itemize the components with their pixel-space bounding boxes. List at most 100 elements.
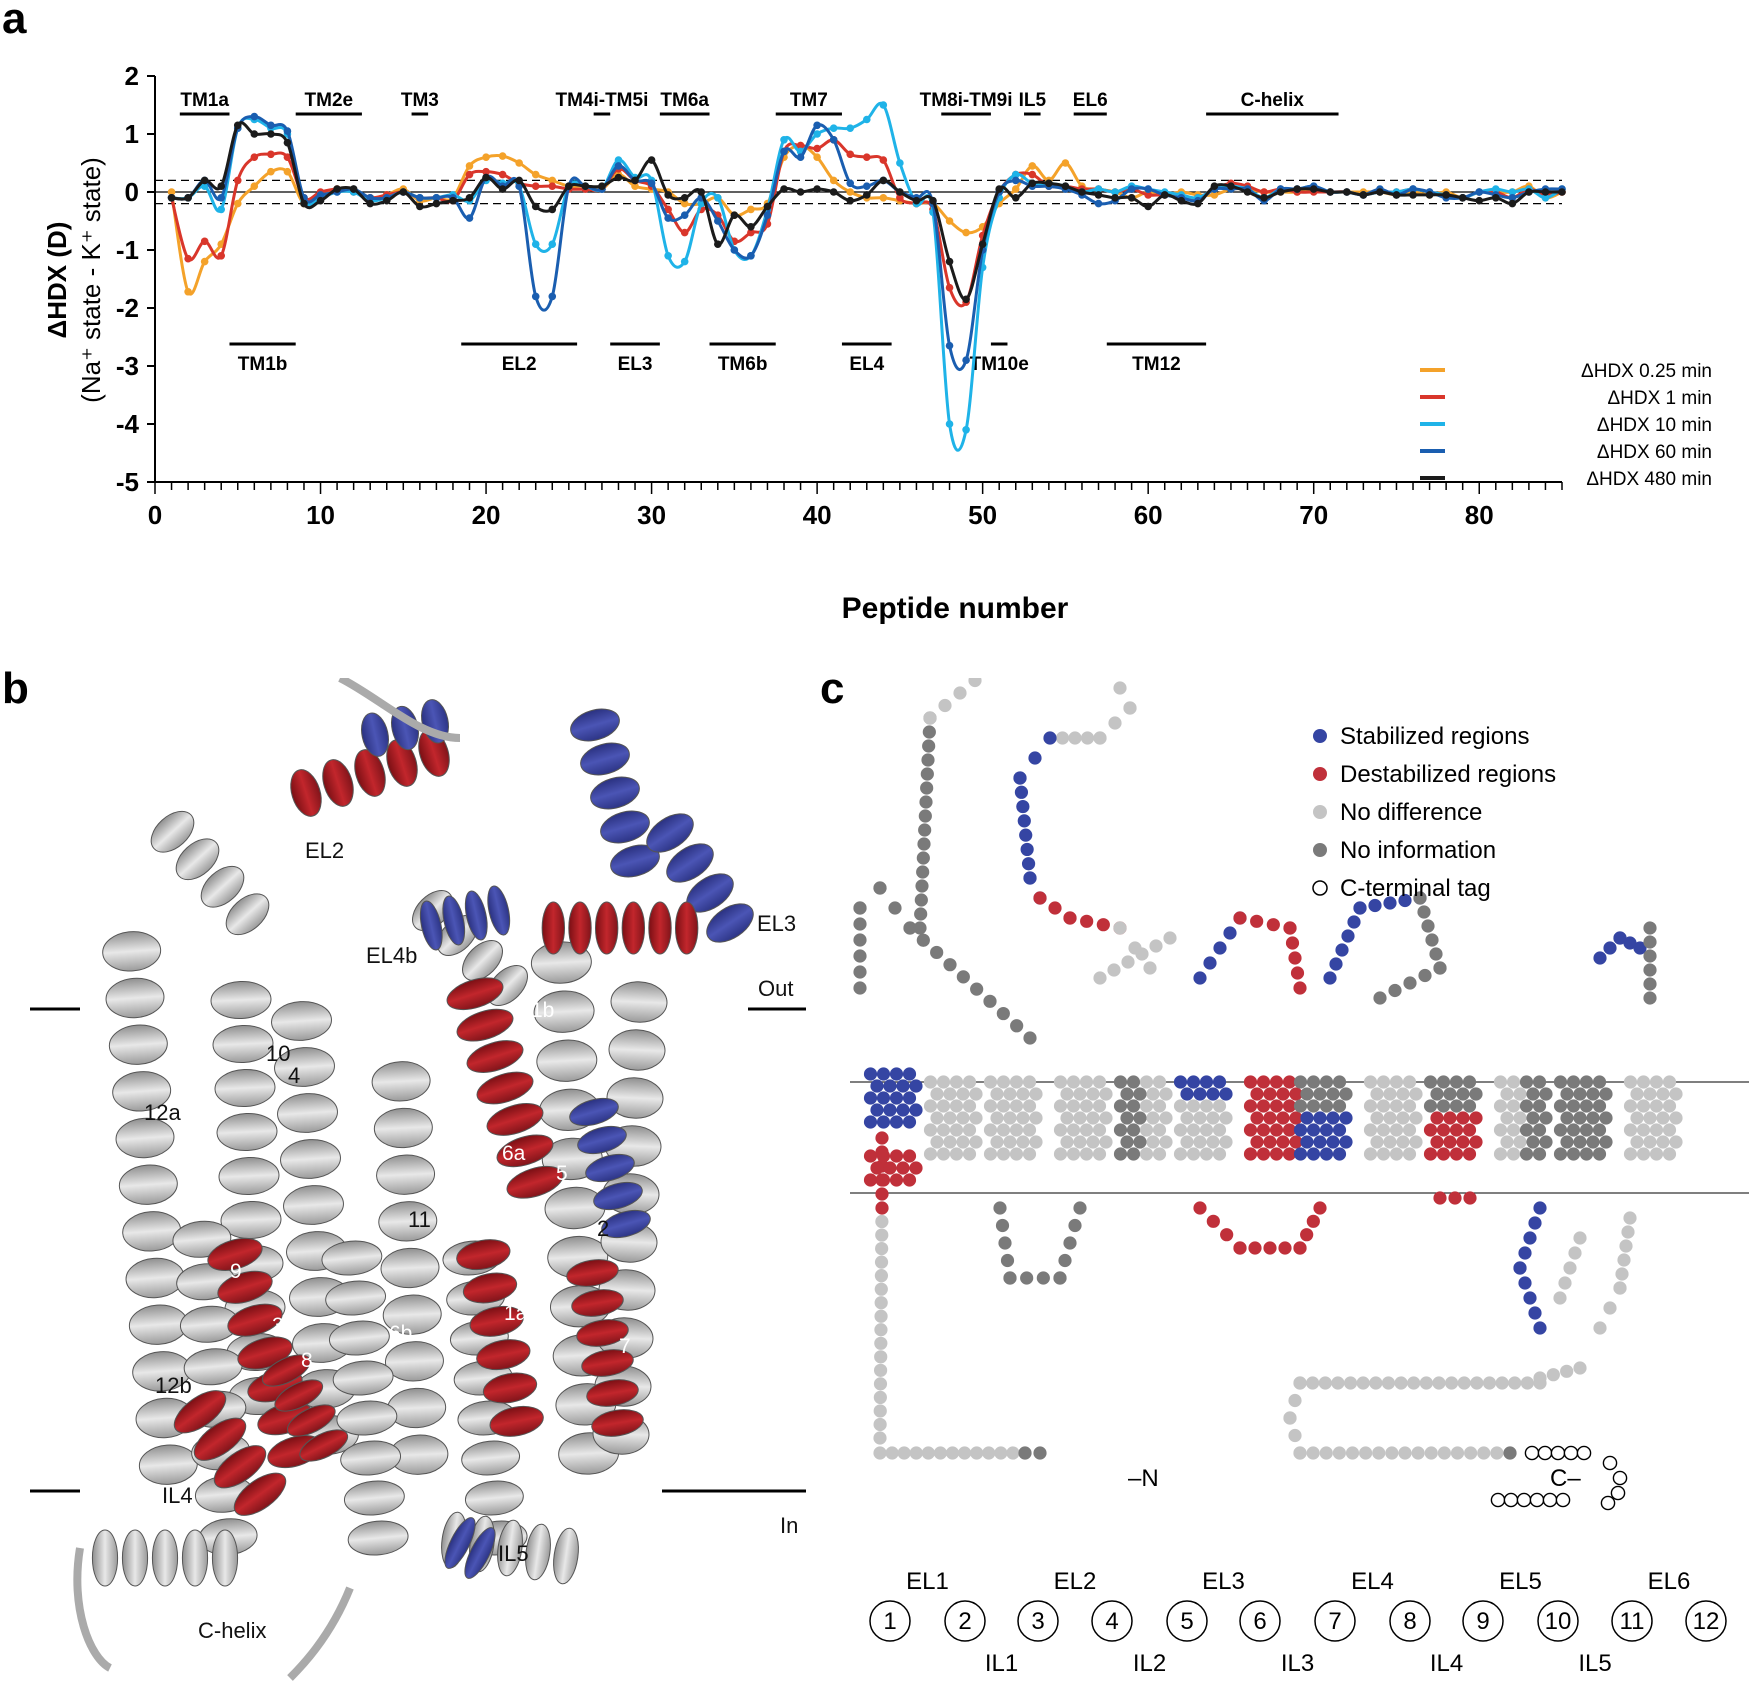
data-point: [1160, 191, 1169, 199]
tag-bead: [1529, 1492, 1545, 1508]
residue-bead: [876, 1091, 891, 1105]
helix-turn: [648, 901, 672, 955]
data-point: [167, 194, 176, 202]
residue-bead: [1436, 1099, 1451, 1113]
residue-bead: [1289, 1111, 1303, 1125]
label-4: 4: [288, 1063, 300, 1088]
residue-bead: [1293, 1099, 1308, 1113]
residue-bead: [1643, 921, 1657, 935]
residue-bead: [1573, 1111, 1587, 1125]
residue-bead: [1449, 1147, 1464, 1161]
residue-bead: [1099, 1135, 1113, 1149]
helix-6b: [321, 1240, 409, 1556]
residue-bead: [873, 1404, 887, 1418]
residue-bead: [923, 1147, 938, 1161]
data-point: [1491, 194, 1500, 202]
residue-bead: [1593, 1321, 1607, 1335]
helix-turn: [217, 1270, 273, 1304]
helix-turn: [464, 1480, 524, 1516]
residue-bead: [1063, 911, 1077, 925]
residue-bead: [1219, 1087, 1233, 1101]
residue-bead: [863, 1149, 878, 1163]
residue-bead: [1053, 1147, 1068, 1161]
series-line-4: [171, 121, 1562, 301]
residue-bead: [1248, 1241, 1262, 1255]
residue-bead: [1417, 905, 1431, 919]
segment-label: TM1b: [238, 354, 288, 375]
residue-bead: [1539, 1135, 1553, 1149]
residue-bead: [983, 1147, 998, 1161]
residue-bead: [1490, 1446, 1504, 1460]
residue-bead: [1193, 971, 1207, 985]
residue-bead: [1293, 1446, 1307, 1460]
residue-bead: [1532, 1099, 1547, 1113]
residue-bead: [1389, 1147, 1404, 1161]
residue-bead: [1383, 1111, 1397, 1125]
residue-bead: [1449, 1123, 1464, 1137]
residue-bead: [1066, 1123, 1081, 1137]
data-point: [366, 194, 374, 202]
residue-bead: [1022, 1075, 1037, 1089]
helix-turn: [442, 895, 466, 946]
tag-bead: [1576, 1445, 1592, 1461]
data-point: [631, 176, 639, 185]
residue-bead: [1370, 1135, 1384, 1149]
residue-bead: [902, 1091, 917, 1105]
helix-index-circle: [1091, 1600, 1133, 1642]
residue-bead: [1429, 947, 1443, 961]
data-point: [1061, 182, 1070, 190]
data-point: [862, 153, 871, 161]
data-point: [1061, 159, 1070, 167]
residue-bead: [936, 1147, 951, 1161]
data-point: [548, 182, 557, 190]
residue-bead: [1206, 1135, 1220, 1149]
residue-bead: [1656, 1087, 1670, 1101]
residue-bead: [1599, 1111, 1613, 1125]
helix-index-circle: [1611, 1600, 1653, 1642]
residue-bead: [1149, 939, 1163, 953]
helix-turn: [225, 893, 270, 936]
residue-bead: [1146, 1135, 1160, 1149]
residue-bead: [1649, 1099, 1664, 1113]
residue-bead: [1186, 1147, 1201, 1161]
residue-bead: [1383, 1087, 1397, 1101]
data-point: [316, 196, 325, 205]
residue-bead: [1643, 935, 1657, 949]
helix-turn: [590, 776, 640, 810]
data-point: [1293, 185, 1301, 193]
residue-bead: [1278, 1241, 1292, 1255]
helix-turn: [466, 1040, 524, 1073]
residue-bead: [1519, 1099, 1534, 1113]
data-point: [1525, 188, 1533, 196]
legend-dot: [1313, 729, 1327, 743]
residue-bead: [902, 1149, 917, 1163]
data-point: [945, 283, 954, 292]
residue-bead: [1096, 918, 1110, 932]
residue-bead: [863, 1173, 878, 1187]
residue-bead: [962, 1123, 977, 1137]
data-point: [366, 199, 374, 208]
residue-bead: [1372, 1446, 1386, 1460]
helix-11: [371, 1061, 449, 1475]
residue-bead: [1143, 961, 1157, 975]
segment-annotations: TM1a TM2e TM3 TM4i-TM5i TM6a TM7 TM8i-TM9i IL5 E…: [179, 90, 1339, 375]
helix-turn: [274, 1379, 324, 1412]
data-point: [548, 205, 557, 214]
label-el4b: EL4b: [366, 943, 417, 968]
residue-bead: [1212, 1099, 1227, 1113]
residue-bead: [1318, 1376, 1332, 1390]
residue-bead: [1381, 1376, 1396, 1390]
residue-bead: [1592, 1099, 1607, 1113]
residue-bead: [930, 945, 944, 960]
residue-bead: [1220, 1228, 1234, 1242]
helix-turn: [378, 1201, 438, 1242]
helix-turn: [600, 810, 650, 844]
data-point: [1144, 185, 1152, 193]
residue-bead: [888, 901, 902, 915]
residue-bead: [1526, 1087, 1540, 1101]
helix-turn: [150, 810, 195, 853]
residue-bead: [1656, 1111, 1670, 1125]
helix-index-circle: [1537, 1600, 1579, 1642]
residue-bead: [1133, 1111, 1147, 1125]
